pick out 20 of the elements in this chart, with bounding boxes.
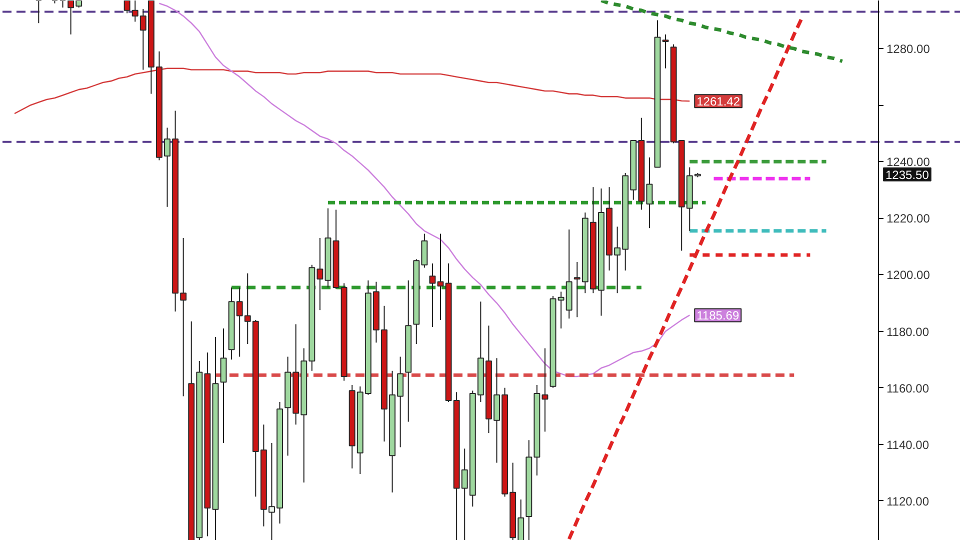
candlestick — [52, 0, 58, 4]
line-series — [158, 2, 690, 378]
line-series — [599, 0, 844, 64]
candlestick — [60, 0, 66, 8]
y-tick-label: 1220.00 — [886, 212, 930, 226]
y-tick-label: 1120.00 — [886, 494, 930, 508]
y-tick-label: 1200.00 — [886, 268, 930, 282]
y-tick-label: 1160.00 — [886, 381, 930, 396]
y-tick-label: 1280.00 — [886, 42, 930, 56]
data-label: 1185.69 — [696, 308, 740, 323]
candlestick — [35, 0, 42, 24]
y-tick-label: 1240.00 — [886, 155, 930, 170]
line-series — [14, 68, 690, 114]
y-tick-label: 1180.00 — [886, 324, 930, 339]
candlestick — [429, 262, 436, 328]
y-tick-label: 1140.00 — [886, 438, 930, 452]
candlestick — [437, 233, 444, 320]
text: 1235.50 — [886, 168, 930, 182]
data-label: 1261.42 — [696, 94, 740, 109]
candlestick — [662, 34, 669, 69]
